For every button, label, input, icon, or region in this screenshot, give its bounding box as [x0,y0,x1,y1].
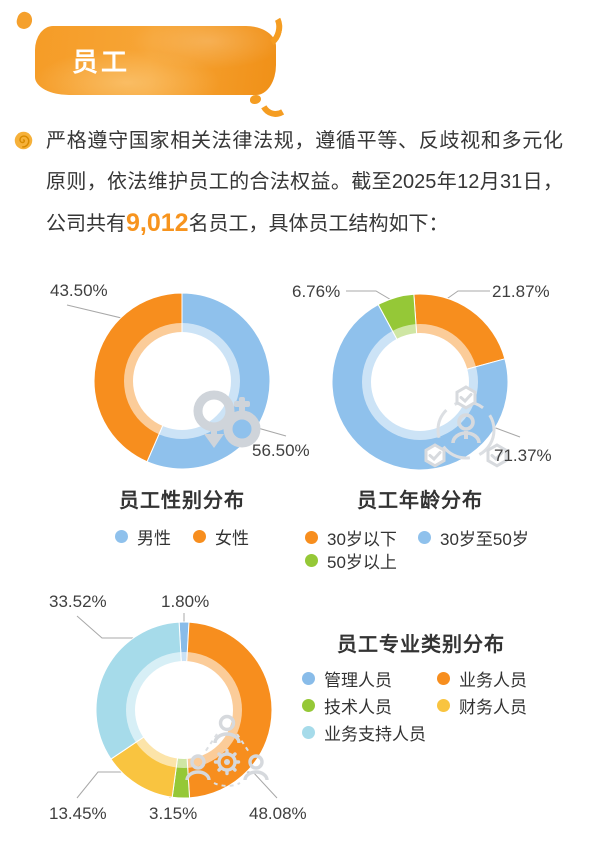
legend-item-over50: 50岁以上 [305,548,397,573]
legend-item-finance: 财务人员 [437,693,527,718]
legend-label-under30: 30岁以下 [327,530,397,549]
legend-label-support: 业务支持人员 [324,725,426,744]
legend-dot-female [193,530,206,543]
legend-label-finance: 财务人员 [459,698,527,717]
percent-label-management: 1.80% [161,592,210,611]
legend-label-male: 男性 [137,529,171,548]
legend-item-support: 业务支持人员 [302,720,426,745]
intro-text-after: 名员工，具体员工结构如下： [188,213,449,235]
percent-label-female: 43.50% [50,281,108,300]
legend-item-male: 男性 [115,524,171,549]
chart-title-age: 员工年龄分布 [357,490,483,512]
legend-gender: 男性 女性 [82,524,282,549]
legend-label-business: 业务人员 [459,671,527,690]
donut-chart-profession [84,610,284,810]
legend-label-technical: 技术人员 [324,698,392,717]
legend-dot-male [115,530,128,543]
chart-title-gender: 员工性别分布 [119,490,245,512]
legend-dot-over50 [305,554,318,567]
percent-label-support: 33.52% [49,592,107,611]
percent-label-under30: 21.87% [492,282,550,301]
legend-dot-under30 [305,531,318,544]
page-title: 员工 [72,46,131,77]
legend-dot-management [302,672,315,685]
legend-dot-technical [302,699,315,712]
legend-item-female: 女性 [193,524,249,549]
legend-dot-support [302,726,315,739]
legend-item-30to50: 30岁至50岁 [418,525,529,550]
legend-label-30to50: 30岁至50岁 [440,530,529,549]
percent-label-over50: 6.76% [292,282,341,301]
intro-paragraph: 严格遵守国家相关法律法规，遵循平等、反歧视和多元化原则，依法维护员工的合法权益。… [13,121,579,245]
section-header-brush: 员工 [35,26,276,95]
legend-item-business: 业务人员 [437,666,527,691]
legend-dot-30to50 [418,531,431,544]
donut-chart-gender [82,281,282,481]
legend-item-management: 管理人员 [302,666,392,691]
headcount-value: 9,012 [126,209,189,237]
paint-splatter-blob [250,95,261,104]
paint-splatter-dot [14,10,35,31]
intro-text: 严格遵守国家相关法律法规，遵循平等、反歧视和多元化原则，依法维护员工的合法权益。… [46,121,563,245]
legend-dot-finance [437,699,450,712]
legend-label-female: 女性 [215,529,249,548]
legend-label-over50: 50岁以上 [327,553,397,572]
swirl-bullet-icon [14,131,33,150]
percent-label-technical: 3.15% [149,804,198,823]
percent-label-finance: 13.45% [49,804,107,823]
legend-item-technical: 技术人员 [302,693,392,718]
donut-chart-age [320,282,520,482]
intro-text-before: 严格遵守国家相关法律法规，遵循平等、反歧视和多元化原则，依法维护员工的合法权益。… [46,130,563,235]
chart-title-profession: 员工专业类别分布 [337,634,505,656]
legend-label-management: 管理人员 [324,671,392,690]
legend-item-under30: 30岁以下 [305,525,397,550]
percent-label-business: 48.08% [249,804,307,823]
percent-label-30to50: 71.37% [494,446,552,465]
percent-label-male: 56.50% [252,441,310,460]
legend-dot-business [437,672,450,685]
